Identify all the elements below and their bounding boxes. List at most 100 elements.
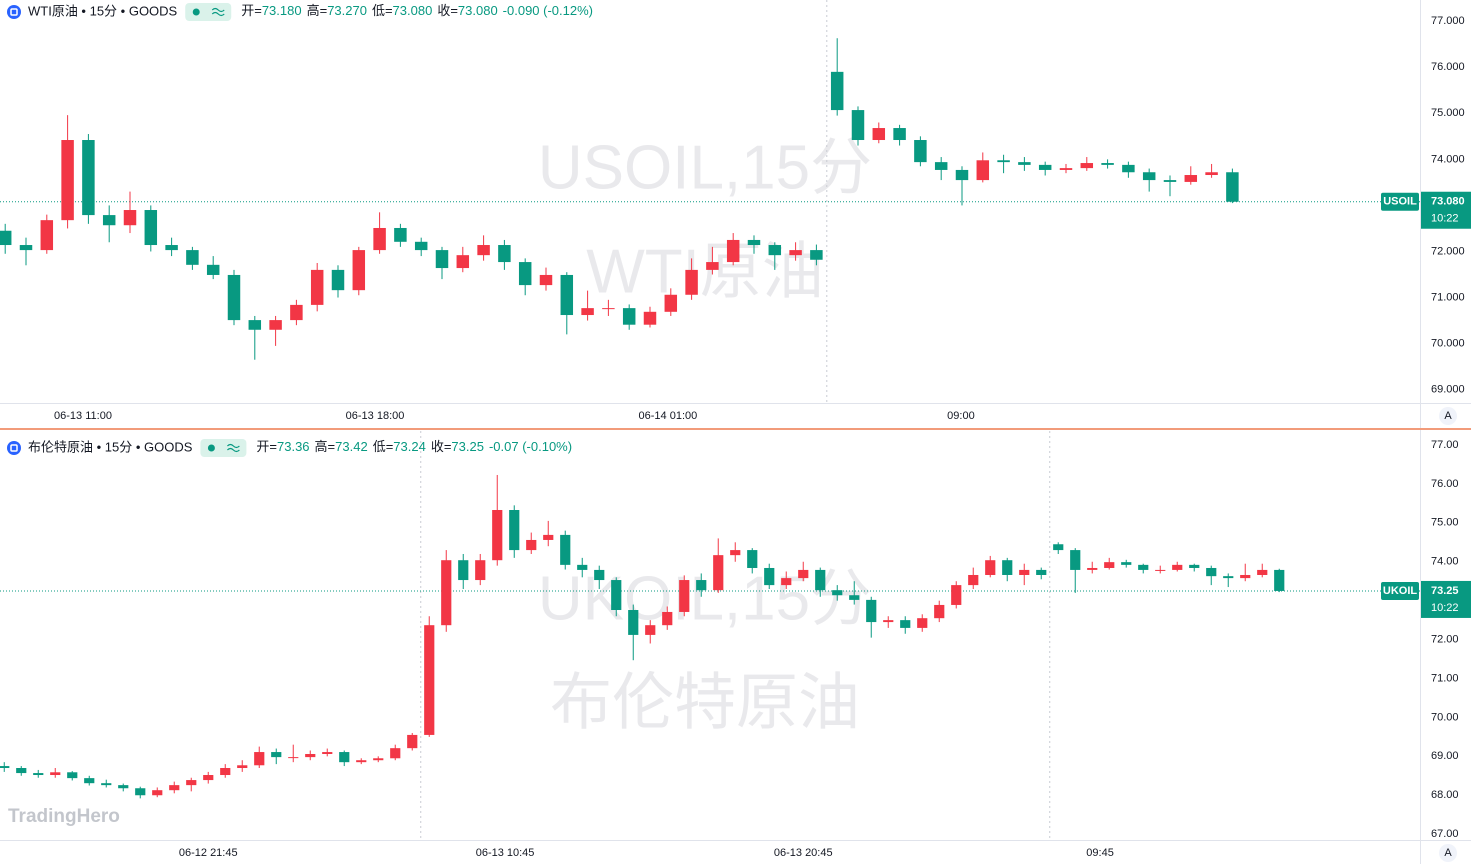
x-tick-label: 06-13 11:00 — [54, 410, 112, 422]
candle-body — [679, 580, 690, 612]
status-dot — [207, 444, 215, 452]
candle-body — [611, 580, 622, 611]
y-tick-label: 70.00 — [1431, 711, 1459, 723]
candle-body — [373, 227, 386, 251]
candle-body — [951, 585, 962, 605]
ohlc-value: 73.270 — [327, 3, 367, 18]
candle-body — [186, 250, 199, 265]
price-tag — [1421, 580, 1471, 618]
watermark: USOIL,15分 — [538, 133, 872, 202]
ohlc-value: 73.36 — [277, 439, 310, 454]
candle-body — [509, 509, 520, 551]
candle-body — [976, 160, 990, 181]
auto-scale-button[interactable] — [1439, 407, 1457, 425]
candle-body — [543, 534, 554, 540]
candle-body — [203, 775, 214, 781]
y-tick-label: 77.00 — [1431, 439, 1459, 451]
auto-scale-label[interactable]: A — [1444, 847, 1452, 859]
chart-panel: USOIL,15分 WTI原油 69.000 70.000 71.000 72.000 73… — [0, 0, 1471, 425]
candle-body — [830, 71, 844, 111]
candle-body — [144, 210, 158, 246]
symbol-title: WTI原油 • 15分 • GOODS — [28, 3, 178, 18]
candle-body — [352, 250, 366, 291]
ohlc-label: 高= — [307, 3, 328, 18]
candle-body — [390, 748, 401, 759]
candle-body — [955, 169, 969, 181]
candle-body — [206, 264, 220, 275]
candle-body — [102, 215, 116, 226]
y-tick-label: 68.00 — [1431, 789, 1459, 801]
candle-body — [50, 772, 61, 776]
candle-body — [917, 618, 928, 628]
candle-body — [152, 790, 163, 796]
candle-body — [492, 509, 503, 561]
candle-body — [789, 250, 802, 256]
candle-body — [815, 569, 826, 591]
candle-body — [849, 595, 860, 600]
candle-body — [169, 785, 180, 791]
candle-body — [339, 752, 350, 763]
status-wave — [226, 443, 240, 453]
candle-body — [1240, 574, 1251, 579]
change-value: -0.090 (-0.12%) — [503, 3, 593, 18]
candle-body — [643, 311, 657, 325]
candle-body — [1121, 562, 1132, 565]
candle-body — [539, 274, 553, 286]
candle-body — [768, 245, 782, 256]
candle-body — [1142, 172, 1156, 181]
price-tag — [1421, 191, 1471, 229]
price-tag-value: 73.25 — [1431, 585, 1459, 597]
candle-body — [1101, 163, 1114, 165]
y-tick-label: 72.000 — [1431, 245, 1465, 257]
candle-body — [1138, 564, 1149, 570]
symbol-tag-label: UKOIL — [1383, 585, 1418, 597]
candle-body — [810, 250, 823, 260]
price-tag-time: 10:22 — [1431, 213, 1459, 225]
candle-body — [16, 768, 27, 774]
y-tick-label: 71.00 — [1431, 672, 1459, 684]
candle-body — [1070, 550, 1081, 570]
symbol-icon-inner — [10, 8, 18, 16]
candle-body — [322, 752, 333, 754]
candle-body — [622, 308, 636, 325]
candle-body — [577, 564, 588, 570]
y-tick-label: 75.000 — [1431, 107, 1465, 119]
candle-body — [1019, 569, 1030, 575]
auto-scale-button[interactable] — [1439, 844, 1457, 862]
candle-body — [1163, 180, 1177, 182]
y-tick-label: 72.00 — [1431, 633, 1459, 645]
candle-body — [441, 560, 452, 626]
candle-body — [866, 599, 877, 623]
candle-body — [424, 625, 435, 735]
candle-body — [713, 555, 724, 591]
ohlc-legend: 开=73.36 高=73.42 低=73.24 收=73.25 -0.07 (-0.10… — [256, 439, 572, 454]
candle-body — [394, 227, 407, 242]
candle-body — [747, 239, 761, 246]
candle-body — [0, 766, 10, 769]
watermark: WTI原油 — [586, 237, 824, 306]
candle-body — [165, 245, 178, 251]
ohlc-label: 低= — [372, 3, 393, 18]
candle-body — [82, 140, 95, 216]
candle-body — [685, 269, 698, 295]
candle-body — [1205, 172, 1218, 176]
candle-body — [645, 625, 656, 635]
candle-body — [560, 534, 571, 565]
symbol-icon — [7, 5, 21, 19]
x-tick-label: 06-13 10:45 — [476, 847, 535, 859]
candle-body — [186, 780, 197, 786]
status-pill[interactable] — [185, 3, 232, 21]
candle-body — [662, 611, 673, 626]
ohlc-label: 低= — [373, 439, 394, 454]
auto-scale-label[interactable]: A — [1444, 410, 1452, 422]
chart-panel: UKOIL,15分布伦特原油67.0068.0069.0070.0071.007… — [0, 431, 1471, 862]
ohlc-value: 73.180 — [262, 3, 302, 18]
ohlc-value: 73.080 — [458, 3, 498, 18]
candle-body — [883, 620, 894, 623]
status-pill[interactable] — [200, 439, 247, 457]
candle-body — [84, 778, 95, 784]
candle-body — [248, 320, 262, 330]
candle-body — [288, 757, 299, 759]
candle-body — [356, 760, 367, 763]
